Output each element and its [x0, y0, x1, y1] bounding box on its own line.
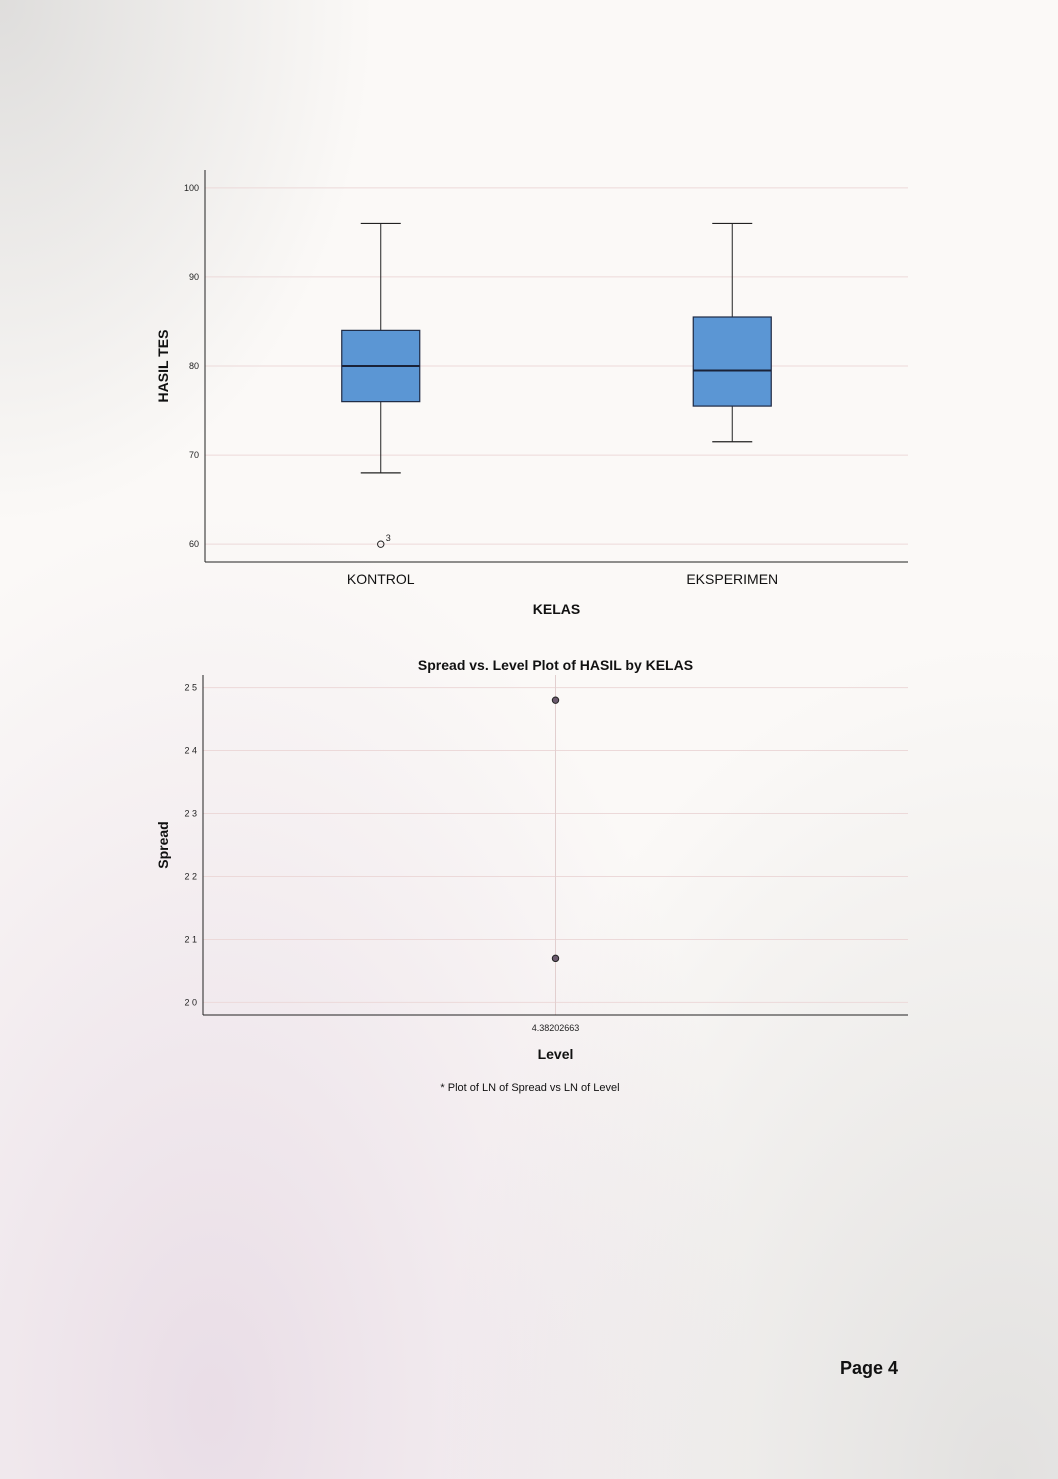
y-tick-label: 70	[189, 450, 199, 460]
y-tick-label: 90	[189, 272, 199, 282]
y-tick-label: 2 2	[184, 871, 197, 881]
boxplot-chart: 60 70 80 90 100 3 KONTROL EKSPERIMEN KELAS HASIL …	[155, 170, 908, 617]
page-number: Page 4	[840, 1358, 899, 1378]
x-axis-title: Level	[538, 1046, 574, 1062]
spread-level-chart: Spread vs. Level Plot of HASIL by KELAS 2…	[155, 657, 908, 1062]
y-tick-label: 100	[184, 183, 199, 193]
y-tick-label: 80	[189, 361, 199, 371]
x-axis-title: KELAS	[533, 601, 580, 617]
data-point	[551, 954, 560, 963]
x-category-label: EKSPERIMEN	[686, 571, 778, 587]
x-category-label: KONTROL	[347, 571, 415, 587]
y-axis-title: Spread	[155, 821, 171, 868]
box-eksperimen	[692, 316, 772, 407]
y-tick-label: 2 4	[184, 746, 197, 756]
y-tick-label: 2 0	[184, 997, 197, 1007]
outlier-point	[377, 540, 385, 548]
y-axis-title: HASIL TES	[155, 330, 171, 403]
x-tick-label: 4.38202663	[532, 1023, 580, 1033]
y-tick-label: 60	[189, 539, 199, 549]
data-point	[551, 696, 560, 704]
y-tick-label: 2 3	[184, 809, 197, 819]
outlier-label: 3	[386, 533, 391, 543]
y-tick-label: 2 1	[184, 934, 197, 944]
chart-title: Spread vs. Level Plot of HASIL by KELAS	[418, 657, 693, 673]
chart-footnote: * Plot of LN of Spread vs LN of Level	[440, 1082, 620, 1094]
y-tick-label: 2 5	[184, 683, 197, 693]
